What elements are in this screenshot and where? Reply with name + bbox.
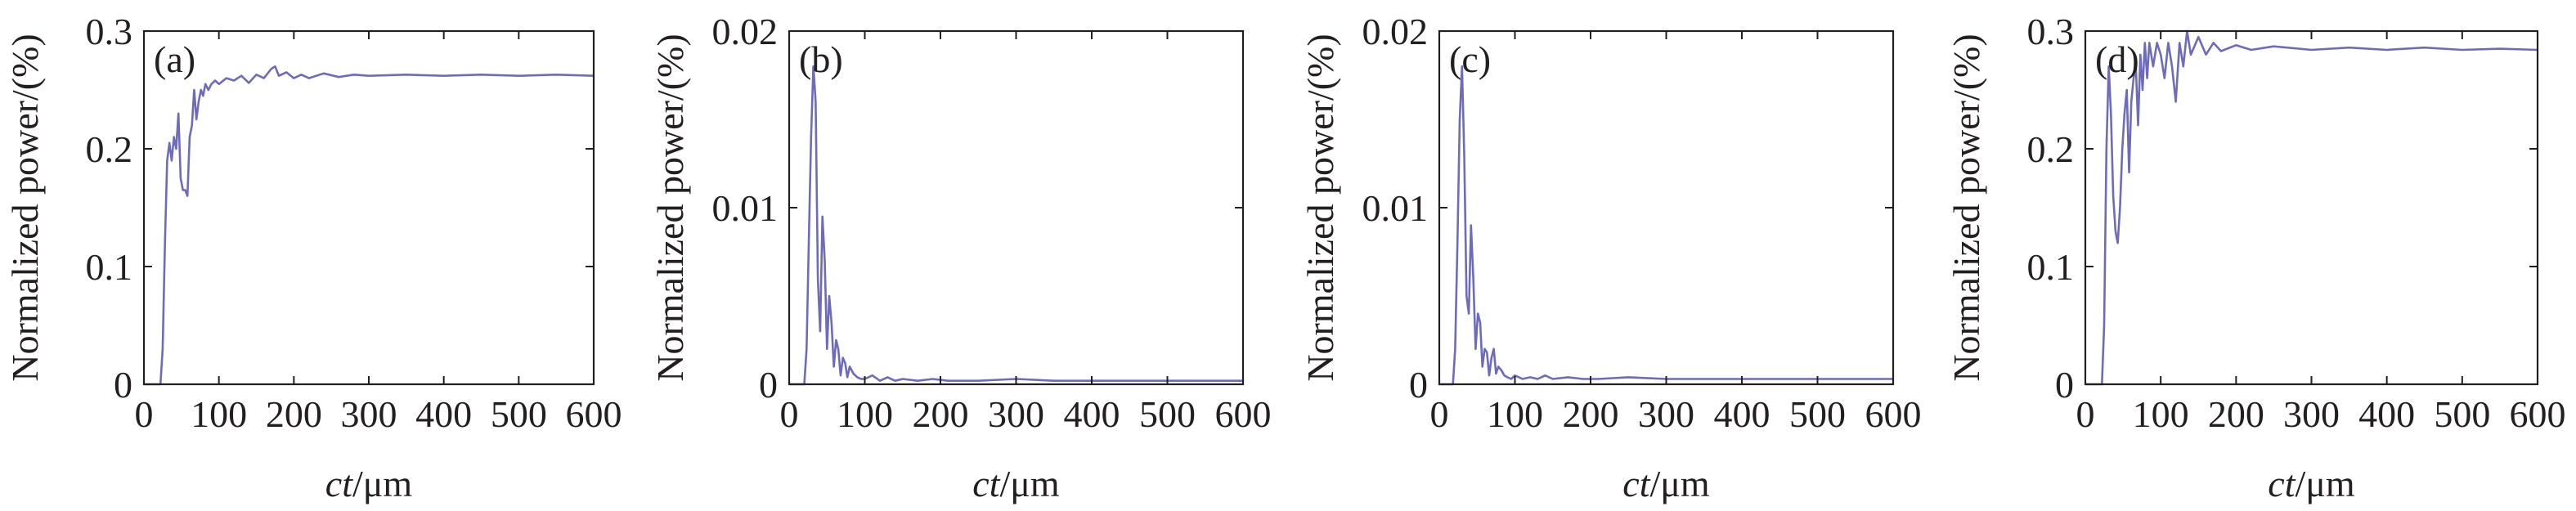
- x-tick-label: 200: [2208, 393, 2264, 435]
- x-axis-label: ct/μm: [972, 463, 1060, 504]
- x-tick-label: 600: [566, 393, 622, 435]
- y-tick-label: 0.02: [1362, 11, 1429, 52]
- chart-panel-3: 0 100 200 300 400 500 600 0 0.01 0.02 (c) ct/μm Norm…: [1299, 11, 1922, 504]
- x-axis-label-unit: /μm: [2295, 463, 2354, 504]
- x-tick-label: 400: [1714, 393, 1770, 435]
- series-line: [2085, 29, 2538, 386]
- y-tick-label: 0.02: [712, 11, 779, 52]
- x-tick-label: 100: [191, 393, 247, 435]
- x-axis-label-italic: ct: [972, 463, 1000, 504]
- x-axis-label-unit: /μm: [352, 463, 412, 504]
- x-tick-label: 400: [2358, 393, 2415, 435]
- y-tick-label: 0.3: [86, 11, 133, 52]
- x-tick-label: 200: [266, 393, 322, 435]
- y-tick-label: 0: [114, 364, 132, 406]
- x-tick-label: 300: [1638, 393, 1694, 435]
- x-tick-label: 100: [2133, 393, 2189, 435]
- x-tick-label: 100: [1487, 393, 1543, 435]
- x-tick-label: 500: [1789, 393, 1846, 435]
- x-tick-label: 200: [913, 393, 969, 435]
- series-line: [1439, 65, 1893, 386]
- series-line: [144, 65, 595, 386]
- y-tick-label: 0.01: [712, 187, 779, 229]
- y-tick-label: 0.2: [2027, 128, 2075, 170]
- y-axis-label: Normalized power/(%): [1945, 34, 1987, 381]
- x-tick-label: 0: [1430, 393, 1449, 435]
- x-axis-label-italic: ct: [325, 463, 353, 504]
- x-tick-label: 600: [1865, 393, 1922, 435]
- y-axis-label: Normalized power/(%): [649, 34, 691, 381]
- y-tick-label: 0: [759, 364, 778, 406]
- y-tick-label: 0.2: [86, 128, 133, 170]
- x-tick-label: 500: [1139, 393, 1196, 435]
- x-axis-label-unit: /μm: [1649, 463, 1709, 504]
- x-tick-label: 600: [1215, 393, 1272, 435]
- x-tick-label: 400: [1064, 393, 1120, 435]
- panel-label: (d): [2095, 38, 2139, 80]
- x-axis-label: ct/μm: [1622, 463, 1710, 504]
- panel-label: (b): [799, 38, 843, 80]
- plot-frame: [1438, 29, 1895, 386]
- x-axis-label: ct/μm: [2268, 463, 2355, 504]
- x-tick-label: 0: [780, 393, 799, 435]
- chart-panel-4: 0 100 200 300 400 500 600 0 0.1 0.2 0.3 (d) ct/μm Nor…: [1945, 11, 2566, 504]
- panel-label: (c): [1449, 38, 1491, 80]
- series-line: [789, 65, 1243, 386]
- panel-label: (a): [154, 38, 195, 80]
- x-axis-label-italic: ct: [2268, 463, 2296, 504]
- x-tick-label: 400: [415, 393, 472, 435]
- x-tick-label: 0: [135, 393, 154, 435]
- y-axis-label: Normalized power/(%): [1299, 34, 1341, 381]
- x-tick-label: 300: [341, 393, 397, 435]
- plot-frame: [2084, 29, 2539, 386]
- x-tick-label: 500: [491, 393, 547, 435]
- y-tick-label: 0.1: [2027, 246, 2075, 288]
- y-tick-label: 0: [1409, 364, 1428, 406]
- y-tick-label: 0.3: [2027, 11, 2075, 52]
- y-tick-label: 0: [2055, 364, 2074, 406]
- x-tick-label: 300: [2283, 393, 2340, 435]
- chart-panel-2: 0 100 200 300 400 500 600 0 0.01 0.02 (b) ct/μm Norm…: [649, 11, 1272, 504]
- y-tick-label: 0.1: [86, 246, 133, 288]
- x-tick-label: 500: [2434, 393, 2490, 435]
- x-tick-label: 100: [837, 393, 893, 435]
- x-axis-label-italic: ct: [1622, 463, 1650, 504]
- x-tick-label: 600: [2510, 393, 2566, 435]
- x-axis-label: ct/μm: [325, 463, 413, 504]
- x-tick-label: 200: [1563, 393, 1619, 435]
- y-axis-label: Normalized power/(%): [4, 34, 46, 381]
- plot-frame: [788, 29, 1245, 386]
- x-tick-label: 0: [2076, 393, 2095, 435]
- chart-panel-1: 0 100 200 300 400 500 600 0 0.1 0.2 0.3 (a) ct/μm Nor…: [4, 11, 622, 504]
- x-tick-label: 300: [988, 393, 1044, 435]
- x-axis-label-unit: /μm: [999, 463, 1059, 504]
- y-tick-label: 0.01: [1362, 187, 1429, 229]
